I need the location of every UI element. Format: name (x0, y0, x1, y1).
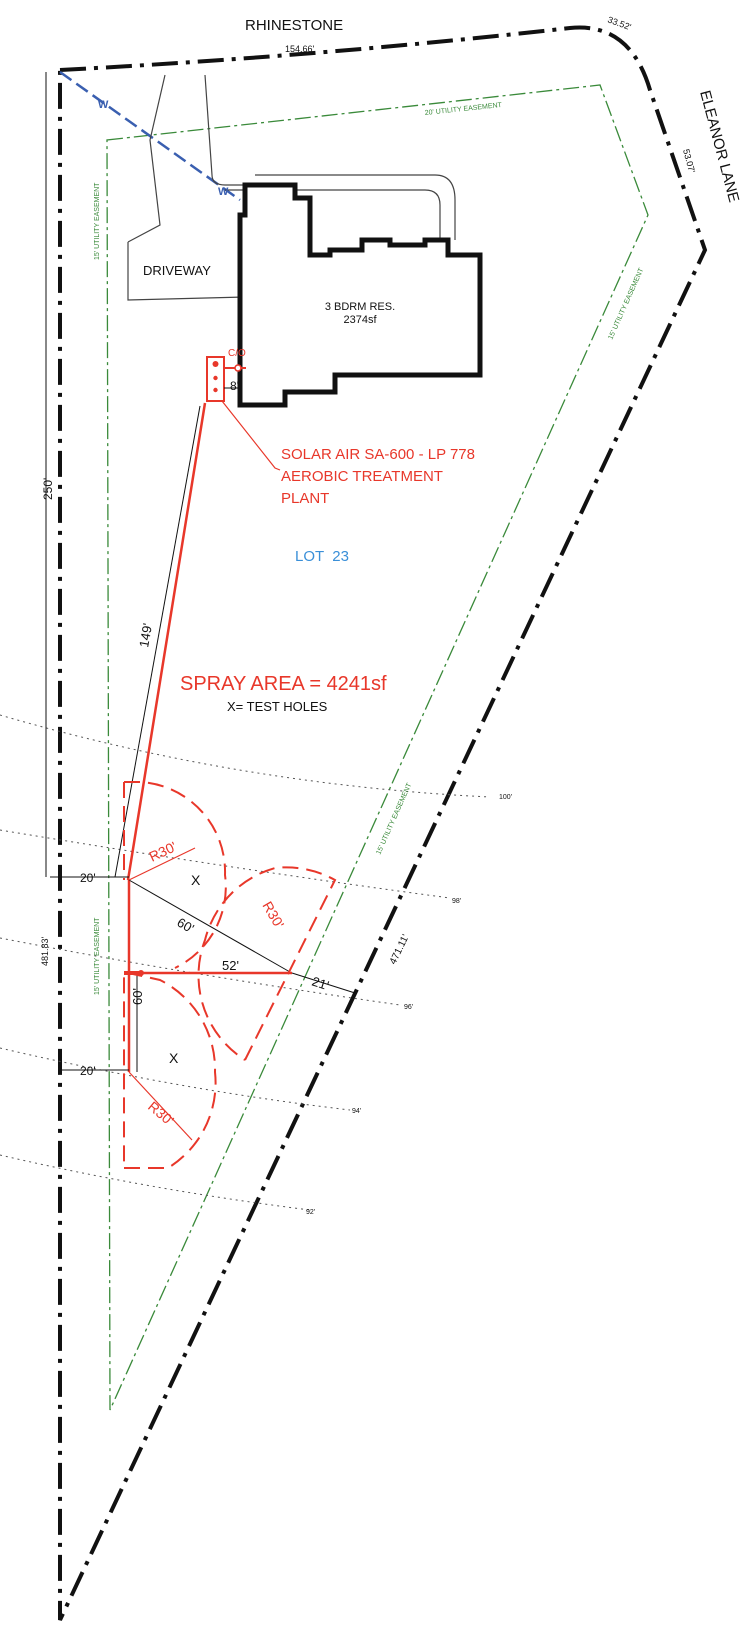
contour-94 (0, 1047, 351, 1111)
contour-lines (0, 714, 491, 1211)
supply-line (126, 402, 207, 881)
test-holes-note: X= TEST HOLES (227, 699, 328, 714)
driveway-label: DRIVEWAY (143, 263, 211, 278)
dim-north-front: 154.66' (285, 44, 315, 54)
len-21-label: 21' (310, 974, 331, 994)
dim-east-side: 471.11' (388, 933, 412, 966)
lot-label: LOT 23 (295, 548, 349, 565)
utility-easement-line (106, 84, 649, 1411)
residence-label-line1: 3 BDRM RES. (325, 301, 395, 313)
cleanout-marker (234, 364, 242, 372)
dim-west-lower: 481.83' (40, 936, 50, 966)
setback-upper-label: 20' (80, 871, 96, 885)
diag-60-label: 60' (175, 915, 197, 936)
spray-area-middle (197, 866, 337, 1061)
spray-area-upper (123, 781, 227, 969)
contour-label-94: 94' (352, 1108, 361, 1115)
property-boundary (58, 25, 708, 1621)
spray-area-lower (123, 970, 217, 1169)
dim-west-side: 250' (41, 478, 55, 500)
easement-label-left-upper: 15' UTILITY EASEMENT (94, 182, 101, 260)
water-line (59, 70, 241, 202)
lower-radius-line (128, 1071, 193, 1141)
easement-label-right-upper: 15' UTILITY EASEMENT (607, 267, 645, 341)
contour-label-96: 96' (404, 1004, 413, 1011)
tank-port-3 (213, 387, 218, 393)
plant-label-line3: PLANT (281, 490, 329, 507)
residence-footprint (237, 182, 483, 408)
residence-label-line2: 2374sf (343, 314, 377, 326)
line-to-tank-dim: 149' (136, 622, 155, 648)
supply-line-dimension (114, 405, 201, 878)
dim-21-line (291, 972, 356, 994)
tank-port-1 (212, 361, 219, 367)
spray-areas (123, 781, 337, 1169)
contour-label-98: 98' (452, 898, 461, 905)
contour-98 (0, 829, 451, 899)
test-hole-mark-2: X (169, 1050, 179, 1066)
plant-label-line2: AEROBIC TREATMENT (281, 468, 443, 485)
spray-area-label: SPRAY AREA = 4241sf (180, 673, 387, 695)
easement-label-right-mid: 15' UTILITY EASEMENT (375, 782, 413, 856)
cleanout-label: C/O (228, 348, 246, 359)
dim-corner-arc: 33.52' (606, 14, 632, 32)
easement-label-left-lower: 15' UTILITY EASEMENT (94, 917, 101, 995)
dim-east-front: 53.07' (681, 148, 697, 174)
tank-port-2 (213, 375, 218, 381)
plant-label-line1: SOLAR AIR SA-600 - LP 778 (281, 446, 475, 463)
upper-radius-line (128, 847, 196, 881)
spray-radius-upper: R30' (147, 838, 179, 864)
easement-label-top: 20' UTILITY EASEMENT (424, 102, 502, 117)
spray-radius-lower: R30' (145, 1098, 177, 1128)
contour-label-92: 92' (306, 1209, 315, 1216)
diag-60-line (128, 879, 291, 973)
test-hole-mark-1: X (191, 872, 201, 888)
driveway-outline (127, 74, 456, 301)
water-mark-1: W (98, 99, 109, 111)
contour-92 (0, 1154, 311, 1211)
contour-100 (0, 714, 491, 798)
tank-offset-label: 8' (230, 379, 239, 393)
vert-60-label: 60' (130, 988, 145, 1005)
street-name-eleanor: ELEANOR LANE (696, 89, 742, 205)
street-name-rhinestone: RHINESTONE (245, 17, 343, 34)
contour-label-100: 100' (499, 794, 512, 801)
len-52-label: 52' (222, 958, 239, 973)
plant-leader (221, 400, 281, 471)
setback-lower-label: 20' (80, 1064, 96, 1078)
spray-radius-middle: R30' (259, 899, 287, 932)
water-mark-2: W (218, 186, 229, 198)
